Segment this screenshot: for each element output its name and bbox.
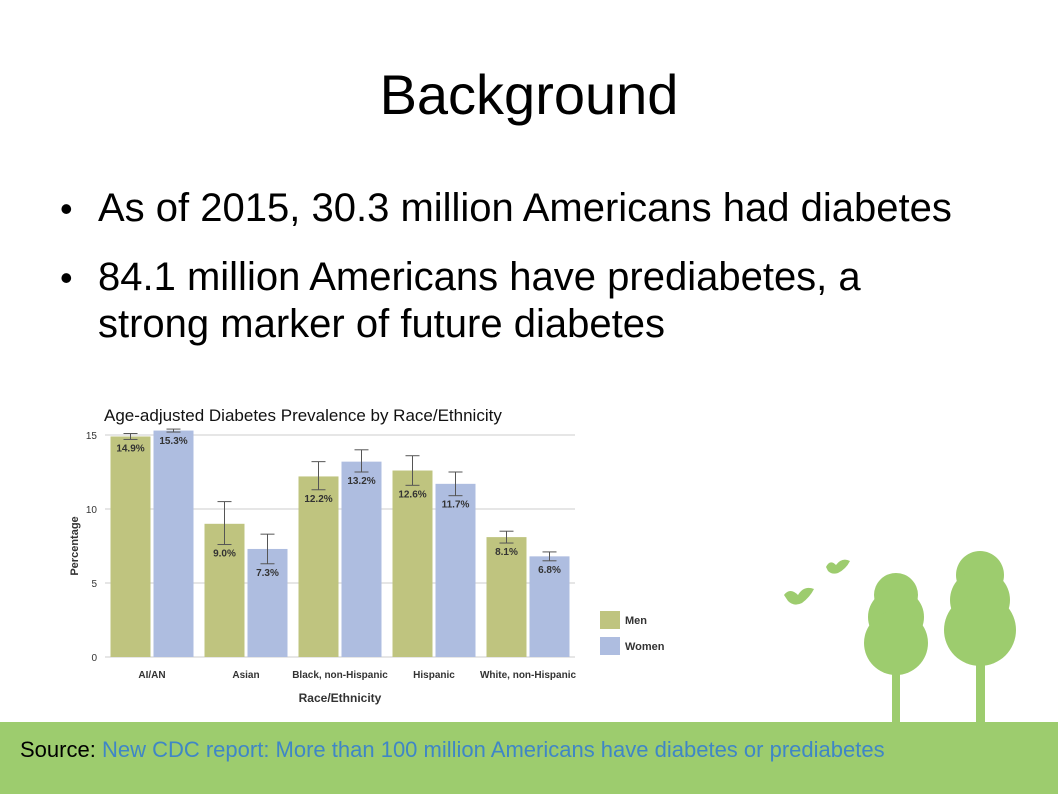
data-label: 12.2% [304,494,332,505]
data-label: 14.9% [116,443,144,454]
bullet-item: • As of 2015, 30.3 million Americans had… [60,185,960,232]
x-tick-label: White, non-Hispanic [480,670,577,681]
bar-women [529,556,570,657]
legend-label: Women [625,641,665,653]
bird-icon [784,559,850,605]
x-tick-label: Hispanic [413,670,455,681]
source-line: Source: New CDC report: More than 100 mi… [20,737,885,763]
x-tick-label: AI/AN [138,670,165,681]
bullet-text: As of 2015, 30.3 million Americans had d… [98,186,952,230]
data-label: 12.6% [398,489,426,500]
x-tick-label: Asian [232,670,259,681]
data-label: 6.8% [538,565,561,576]
x-axis-label: Race/Ethnicity [299,691,382,705]
bullet-glyph: • [60,188,73,229]
bar-women [247,548,288,657]
bar-men [392,470,433,657]
data-label: 11.7% [442,500,470,511]
tree-icon [864,573,928,725]
bar-men [110,436,151,657]
footer-bar [0,722,1058,794]
trees-illustration [784,551,1016,725]
y-tick-label: 10 [86,505,98,516]
y-tick-label: 15 [86,431,98,442]
legend-label: Men [625,615,647,627]
chart-title: Age-adjusted Diabetes Prevalence by Race… [104,406,502,425]
data-label: 15.3% [159,436,187,447]
legend-swatch [600,611,620,629]
data-label: 8.1% [495,547,518,558]
legend-swatch [600,637,620,655]
bar-women [341,461,382,657]
source-label: Source: [20,737,96,762]
source-link[interactable]: New CDC report: More than 100 million Am… [101,737,885,762]
bar-men [204,523,245,657]
bar-women [153,430,194,657]
bar-women [435,483,476,657]
data-label: 13.2% [347,476,375,487]
y-axis-label: Percentage [69,516,81,575]
tree-icon [944,551,1016,725]
bullet-glyph: • [60,257,73,298]
bar-men [486,537,527,657]
y-tick-label: 0 [91,653,97,664]
prevalence-bar-chart: 0 5 10 15 Percentage 14.9% 15.3% AI/AN 9.0% 7.3% A… [69,428,665,705]
bullet-list: • As of 2015, 30.3 million Americans had… [60,185,960,370]
x-tick-label: Black, non-Hispanic [292,670,388,681]
y-tick-label: 5 [91,579,97,590]
data-label: 9.0% [213,549,236,560]
slide-title: Background [379,63,679,126]
bullet-text: 84.1 million Americans have prediabetes,… [98,255,861,346]
data-label: 7.3% [256,568,279,579]
bar-men [298,476,339,657]
bullet-item: • 84.1 million Americans have prediabete… [60,254,960,348]
